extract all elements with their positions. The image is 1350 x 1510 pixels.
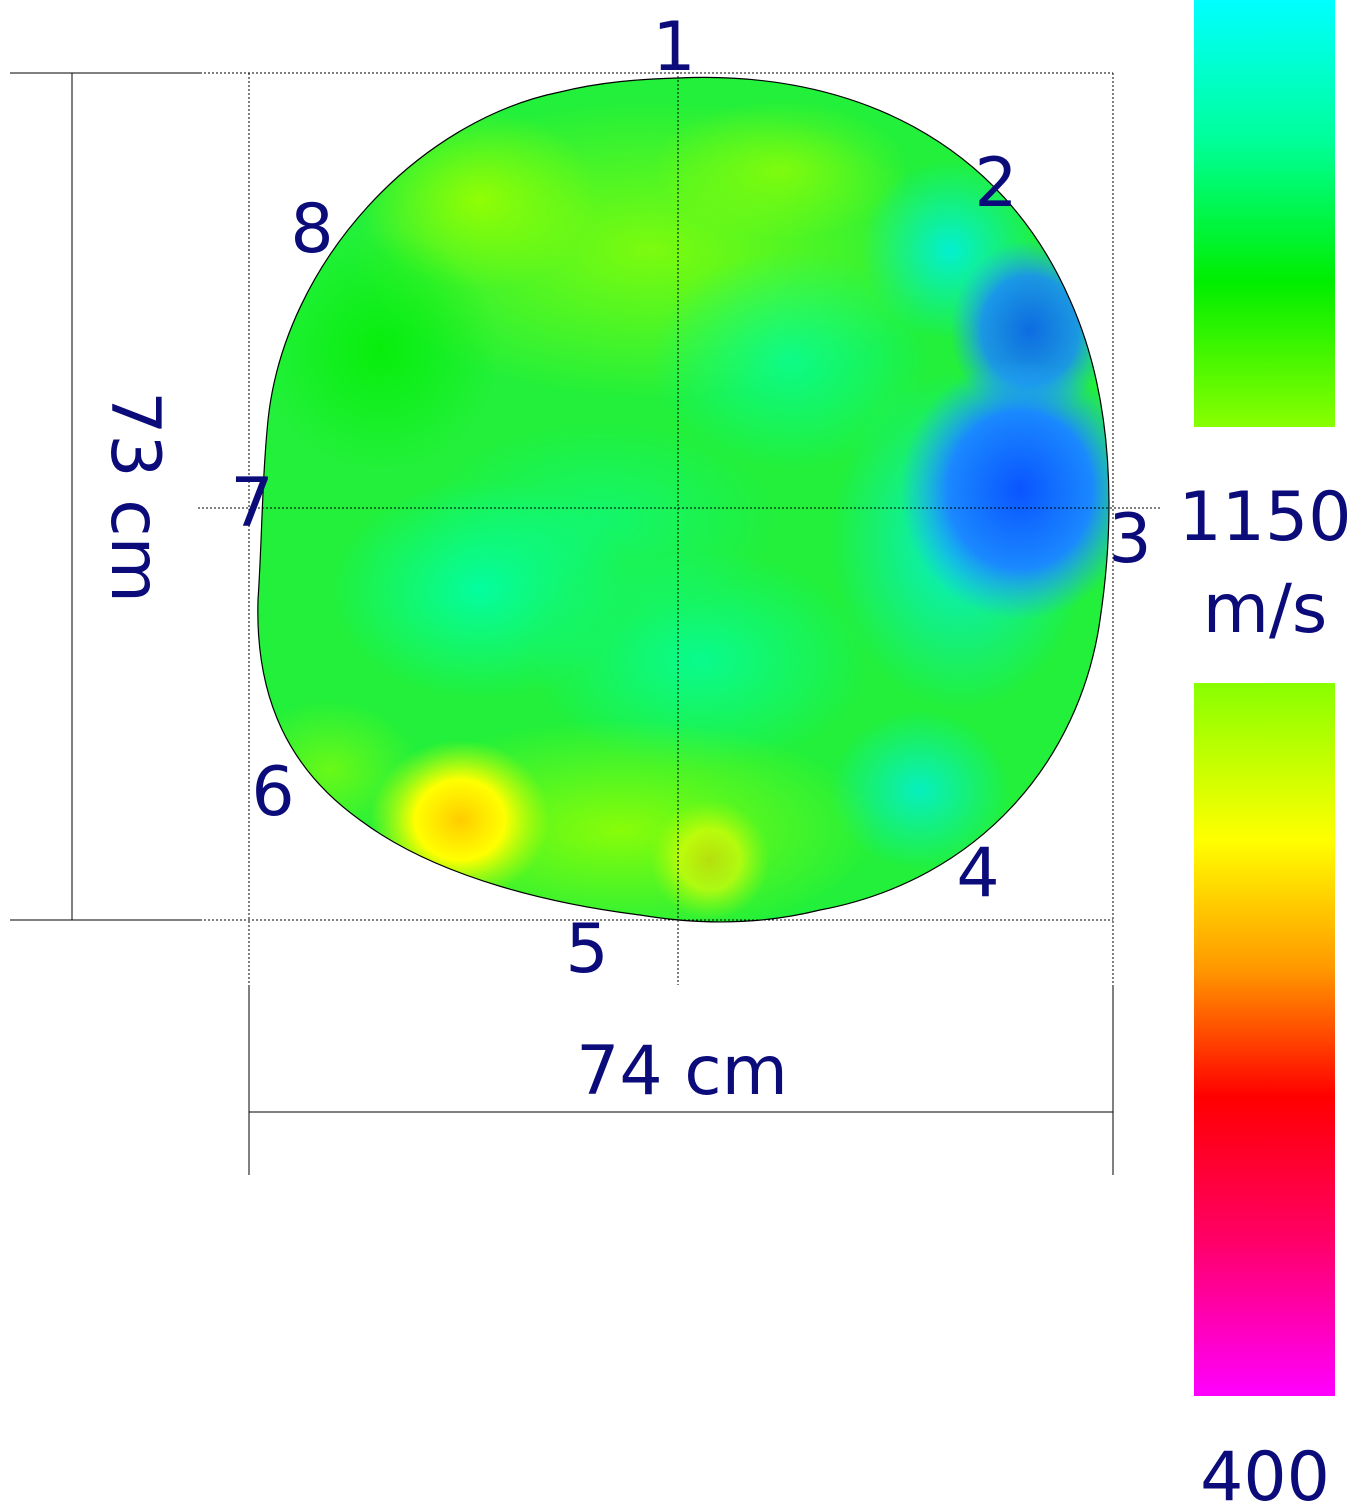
legend-max-value: 1150	[1178, 478, 1350, 557]
color-legend: 1150 m/s 400	[1178, 0, 1350, 1510]
sensor-label-6: 6	[251, 753, 294, 832]
height-label: 73 cm	[95, 391, 174, 603]
bounding-box	[198, 60, 1160, 985]
sensor-label-8: 8	[290, 190, 333, 269]
trunk-outline	[257, 76, 1110, 923]
legend-gradient-upper	[1194, 0, 1335, 427]
legend-unit: m/s	[1203, 570, 1328, 649]
sensor-label-1: 1	[652, 8, 695, 87]
sensor-labels: 1 2 3 4 5 6 7 8	[230, 8, 1151, 989]
legend-gradient-lower	[1194, 683, 1335, 1396]
sensor-label-5: 5	[565, 910, 608, 989]
width-dimension-line	[248, 985, 1114, 1175]
sensor-label-4: 4	[956, 834, 999, 913]
sensor-label-3: 3	[1108, 500, 1151, 579]
sensor-label-2: 2	[974, 144, 1017, 223]
legend-min-value: 400	[1200, 1438, 1330, 1510]
width-label: 74 cm	[576, 1032, 788, 1111]
height-dimension-line	[10, 72, 200, 921]
sensor-label-7: 7	[230, 464, 273, 543]
